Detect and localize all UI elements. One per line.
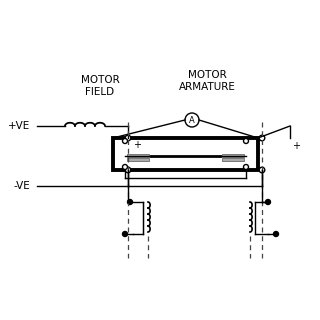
Circle shape bbox=[274, 231, 278, 236]
Circle shape bbox=[127, 199, 132, 204]
Circle shape bbox=[244, 164, 249, 170]
Text: A: A bbox=[189, 116, 195, 124]
Circle shape bbox=[259, 135, 265, 141]
Circle shape bbox=[266, 199, 270, 204]
Text: +VE: +VE bbox=[8, 121, 30, 131]
Text: MOTOR
FIELD: MOTOR FIELD bbox=[81, 75, 119, 97]
Circle shape bbox=[125, 167, 131, 173]
Bar bbox=[127, 154, 149, 156]
Circle shape bbox=[244, 139, 249, 143]
Bar bbox=[222, 154, 244, 156]
Circle shape bbox=[123, 231, 127, 236]
Text: -VE: -VE bbox=[13, 181, 30, 191]
Circle shape bbox=[185, 113, 199, 127]
Circle shape bbox=[123, 164, 127, 170]
Text: +: + bbox=[133, 140, 141, 150]
Text: MOTOR
ARMATURE: MOTOR ARMATURE bbox=[179, 70, 236, 92]
Circle shape bbox=[123, 139, 127, 143]
Bar bbox=[113, 138, 258, 170]
Circle shape bbox=[259, 167, 265, 173]
Bar bbox=[222, 158, 244, 161]
Text: +: + bbox=[292, 141, 300, 151]
Bar bbox=[127, 158, 149, 161]
Circle shape bbox=[125, 135, 131, 141]
